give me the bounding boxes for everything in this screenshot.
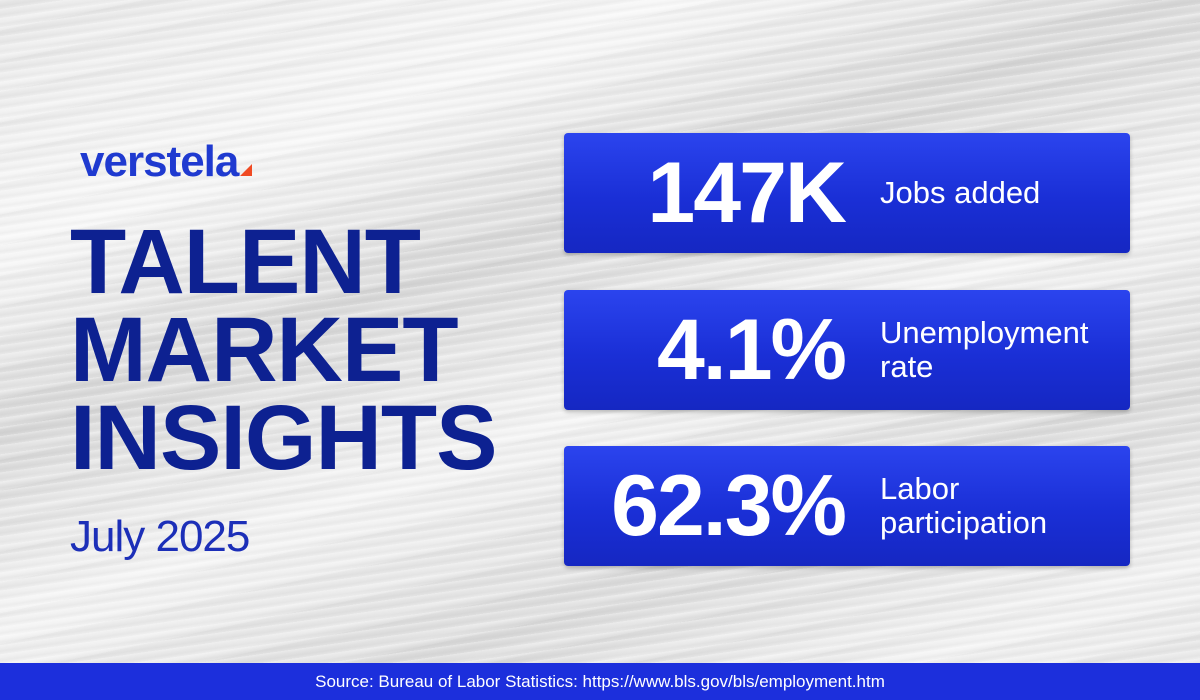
stat-label-line: Unemployment [880, 315, 1089, 350]
stat-label: Unemployment rate [880, 316, 1120, 384]
report-date: July 2025 [70, 512, 250, 561]
title-line: INSIGHTS [70, 387, 497, 489]
title-line: TALENT [70, 211, 421, 313]
stat-card-unemployment-rate: 4.1% Unemployment rate [564, 290, 1130, 410]
stat-value: 4.1% [656, 302, 847, 398]
source-footer: Source: Bureau of Labor Statistics: http… [0, 663, 1200, 700]
stat-label-line: rate [880, 349, 934, 384]
stat-value: 62.3% [611, 458, 847, 554]
source-text: Source: Bureau of Labor Statistics: http… [315, 672, 885, 691]
stat-card-labor-participation: 62.3% Labor participation [564, 446, 1130, 566]
stat-label: Labor participation [880, 472, 1120, 540]
page-title: TALENT MARKET INSIGHTS [70, 211, 497, 489]
stat-label: Jobs added [880, 176, 1120, 210]
stat-label-line: participation [880, 505, 1048, 540]
brand-logo-text: verstela [80, 137, 239, 186]
stat-label-line: Labor [880, 471, 960, 506]
brand-logo: verstela [80, 137, 253, 186]
title-line: MARKET [70, 299, 459, 401]
logo-accent-mark [240, 164, 253, 176]
stat-value: 147K [647, 145, 847, 241]
stat-card-jobs-added: 147K Jobs added [564, 133, 1130, 253]
stat-label-line: Jobs added [880, 175, 1041, 210]
